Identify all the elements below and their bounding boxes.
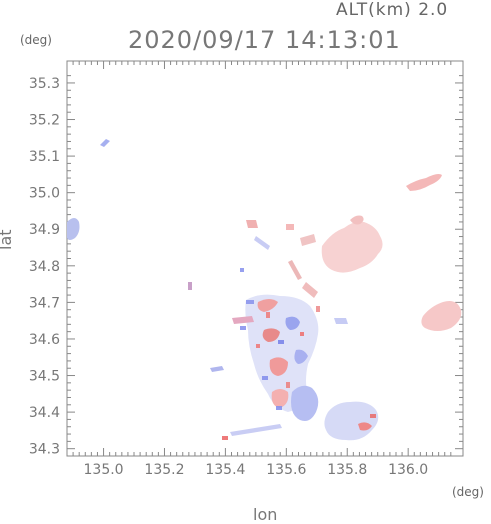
y-tick-label: 34.3	[29, 442, 60, 458]
echo-speckle	[240, 268, 376, 418]
x-axis-unit: (deg)	[452, 485, 484, 499]
echo-cell	[210, 366, 224, 372]
y-tick-label: 35.1	[29, 149, 60, 165]
echo-cell	[286, 224, 294, 230]
x-tick-label: 136.0	[388, 462, 428, 478]
echo-cell	[100, 139, 110, 147]
echo-cell	[334, 318, 348, 324]
timestamp-title: 2020/09/17 14:13:01	[128, 26, 401, 54]
echo-cell	[246, 220, 258, 228]
echo-cell	[245, 294, 319, 412]
echo-cell	[285, 316, 300, 330]
y-axis-unit: (deg)	[20, 33, 52, 47]
x-tick-label: 135.8	[327, 462, 367, 478]
echo-cell	[324, 401, 379, 441]
x-axis-title: lon	[253, 505, 278, 524]
y-tick-label: 34.6	[29, 332, 60, 348]
echo-cell	[67, 218, 80, 240]
echo-cell	[254, 236, 270, 250]
echo-cell	[222, 436, 228, 440]
echo-cell	[291, 385, 319, 421]
x-tick-label: 135.0	[84, 462, 124, 478]
echo-cell	[262, 328, 280, 342]
y-tick-label: 34.4	[29, 405, 60, 421]
echo-cell	[350, 215, 364, 225]
echo-cell	[358, 422, 372, 431]
echo-cell	[188, 282, 192, 290]
echo-cell	[288, 260, 302, 280]
echo-cell	[302, 282, 318, 298]
axis-ticks: 135.0 135.2 135.4 135.6 135.8 136.0 35.3 35.2 35…	[29, 61, 463, 478]
echo-cell	[321, 221, 383, 273]
echo-cell	[300, 234, 316, 246]
echo-cell	[230, 424, 282, 436]
echo-cell	[421, 301, 462, 331]
y-tick-label: 34.8	[29, 259, 60, 275]
y-tick-label: 34.5	[29, 369, 60, 385]
x-tick-label: 135.4	[205, 462, 245, 478]
y-tick-label: 35.2	[29, 113, 60, 129]
echo-cell	[294, 349, 308, 364]
echo-cell	[269, 357, 288, 376]
echo-cell	[406, 174, 442, 191]
y-tick-label: 35.3	[29, 76, 60, 92]
echo-cell	[271, 389, 289, 408]
x-tick-label: 135.6	[266, 462, 306, 478]
altitude-label: ALT(km) 2.0	[336, 0, 449, 20]
x-tick-label: 135.2	[144, 462, 184, 478]
echo-field	[67, 139, 462, 441]
y-tick-label: 34.9	[29, 222, 60, 238]
y-tick-label: 35.0	[29, 186, 60, 202]
plot-frame	[66, 60, 464, 457]
y-tick-label: 34.7	[29, 295, 60, 311]
echo-cell	[232, 316, 254, 324]
echo-cell	[257, 299, 278, 312]
